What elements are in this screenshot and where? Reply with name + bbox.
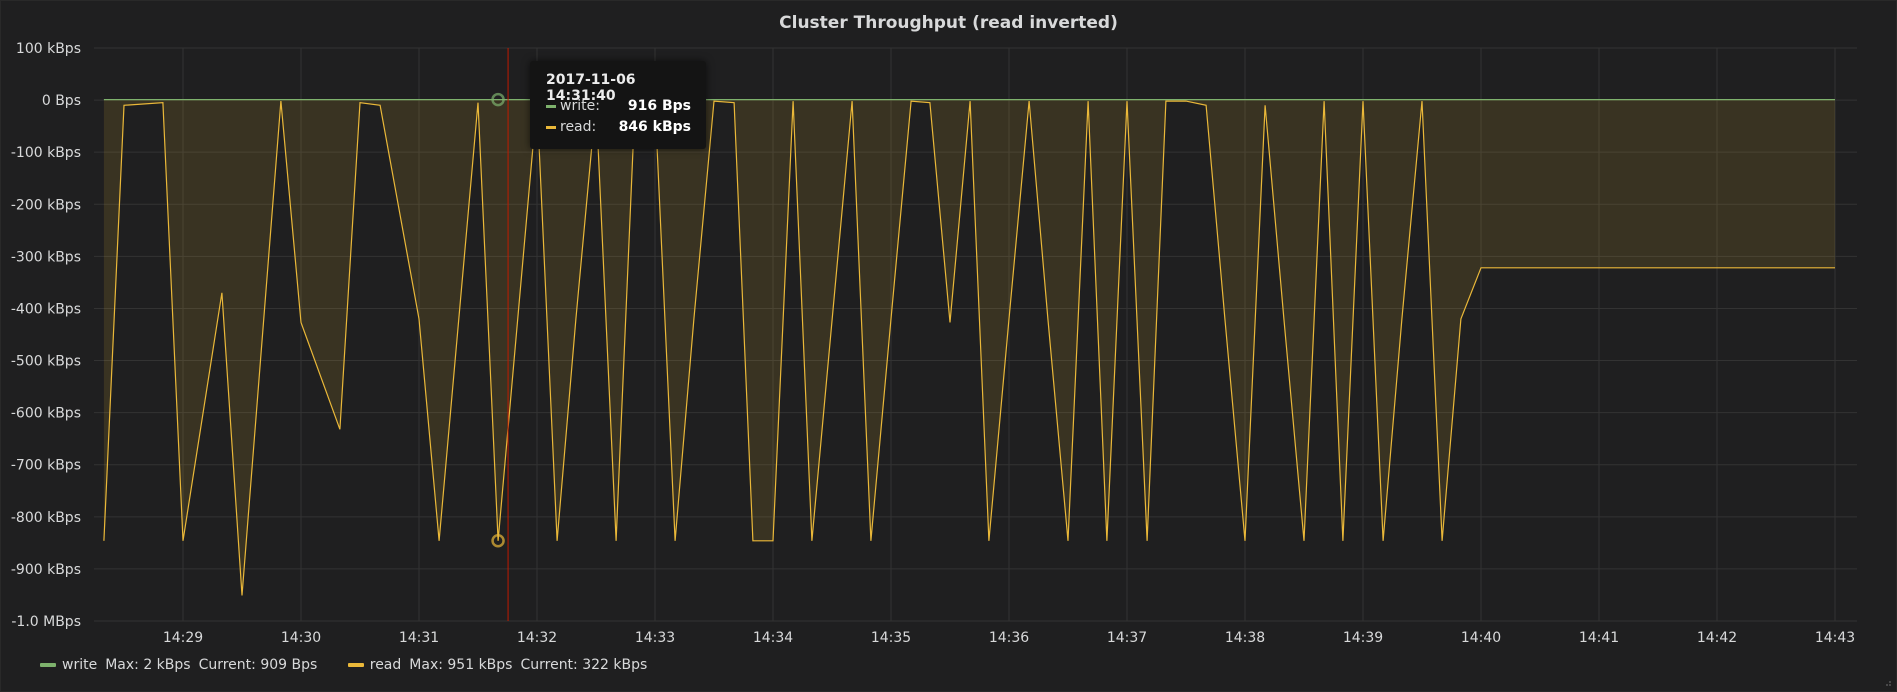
resize-handle-icon[interactable] [1882, 677, 1892, 687]
x-tick-label: 14:40 [1461, 630, 1501, 646]
y-tick-label: -800 kBps [11, 510, 81, 526]
x-axis: 14:29 14:30 14:31 14:32 14:33 14:34 14:35 14:36… [163, 630, 1855, 646]
legend-write-max: Max: 2 kBps [105, 657, 191, 673]
hover-tooltip: 2017-11-06 14:31:40 write: 916 Bps read:… [530, 61, 706, 149]
x-tick-label: 14:42 [1697, 630, 1737, 646]
legend-read-current: Current: 322 kBps [520, 657, 648, 673]
legend-item-write[interactable]: write Max: 2 kBps Current: 909 Bps [40, 657, 325, 673]
chart-grid [94, 47, 1857, 622]
legend-read-name[interactable]: read [369, 657, 402, 673]
tooltip-write-label: write: [560, 98, 600, 114]
y-tick-label: -900 kBps [11, 562, 81, 578]
x-tick-label: 14:30 [281, 630, 321, 646]
read-hover-marker [491, 534, 505, 548]
tooltip-row-write: write: 916 Bps [546, 98, 691, 114]
y-tick-label: -400 kBps [11, 301, 81, 317]
write-swatch [546, 104, 556, 108]
write-hover-marker [491, 92, 505, 107]
tooltip-time: 2017-11-06 14:31:40 [546, 72, 636, 104]
y-axis: 100 kBps 0 Bps -100 kBps -200 kBps -300 kBps… [11, 41, 81, 630]
y-tick-label: 0 Bps [42, 93, 81, 109]
x-tick-label: 14:29 [163, 630, 203, 646]
x-tick-label: 14:39 [1343, 630, 1383, 646]
legend-write-current: Current: 909 Bps [198, 657, 318, 673]
legend-read-max: Max: 951 kBps [409, 657, 513, 673]
y-tick-label: -500 kBps [11, 354, 81, 370]
x-tick-label: 14:43 [1815, 630, 1855, 646]
x-tick-label: 14:34 [753, 630, 793, 646]
read-swatch [546, 125, 556, 129]
y-tick-label: -1.0 MBps [11, 614, 81, 630]
x-tick-label: 14:41 [1579, 630, 1619, 646]
x-tick-label: 14:36 [989, 630, 1029, 646]
write-legend-swatch[interactable] [40, 663, 56, 667]
tooltip-read-value: 846 kBps [618, 119, 691, 135]
y-tick-label: -300 kBps [11, 249, 81, 265]
y-tick-label: 100 kBps [16, 41, 81, 57]
legend-item-read[interactable]: read Max: 951 kBps Current: 322 kBps [347, 657, 656, 673]
x-tick-label: 14:37 [1107, 630, 1147, 646]
legend-write-name[interactable]: write [62, 657, 98, 673]
tooltip-row-read: read: 846 kBps [546, 119, 691, 135]
tooltip-read-label: read: [560, 119, 597, 135]
read-series-line [103, 100, 1835, 596]
x-tick-label: 14:31 [399, 630, 439, 646]
read-series-fill [103, 100, 1835, 596]
panel-title[interactable]: Cluster Throughput (read inverted) [779, 13, 1118, 33]
tooltip-write-value: 916 Bps [627, 98, 691, 114]
y-tick-label: -200 kBps [11, 197, 81, 213]
x-tick-label: 14:33 [635, 630, 675, 646]
read-legend-swatch[interactable] [347, 663, 364, 667]
y-tick-label: -600 kBps [11, 406, 81, 422]
y-tick-label: -700 kBps [11, 458, 81, 474]
legend: write Max: 2 kBps Current: 909 Bps read Max… [40, 657, 673, 673]
series-layer [103, 99, 1835, 596]
hover-cursor [491, 48, 509, 621]
x-tick-label: 14:38 [1225, 630, 1265, 646]
y-tick-label: -100 kBps [11, 145, 81, 161]
x-tick-label: 14:32 [517, 630, 557, 646]
x-tick-label: 14:35 [871, 630, 911, 646]
